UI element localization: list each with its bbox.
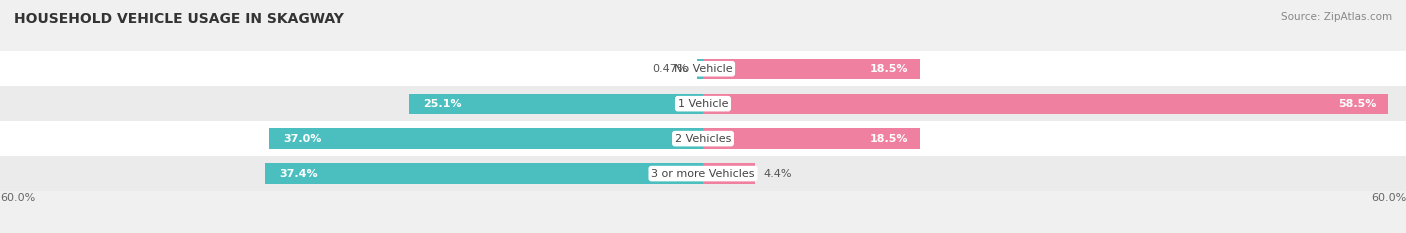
- Text: 58.5%: 58.5%: [1339, 99, 1376, 109]
- Bar: [703, 129, 920, 149]
- Text: 2 Vehicles: 2 Vehicles: [675, 134, 731, 144]
- Text: 18.5%: 18.5%: [869, 64, 908, 74]
- Text: 3 or more Vehicles: 3 or more Vehicles: [651, 169, 755, 178]
- Text: 37.0%: 37.0%: [284, 134, 322, 144]
- Bar: [409, 94, 703, 114]
- Bar: [703, 94, 1389, 114]
- Bar: [0, 86, 1406, 121]
- Text: 60.0%: 60.0%: [1371, 193, 1406, 203]
- Text: Source: ZipAtlas.com: Source: ZipAtlas.com: [1281, 12, 1392, 22]
- Bar: [703, 164, 755, 184]
- Text: 25.1%: 25.1%: [423, 99, 461, 109]
- Bar: [264, 164, 703, 184]
- Bar: [270, 129, 703, 149]
- Text: 18.5%: 18.5%: [869, 134, 908, 144]
- Bar: [697, 59, 703, 79]
- Text: No Vehicle: No Vehicle: [673, 64, 733, 74]
- Text: 60.0%: 60.0%: [0, 193, 35, 203]
- Text: 1 Vehicle: 1 Vehicle: [678, 99, 728, 109]
- Text: 4.4%: 4.4%: [763, 169, 793, 178]
- Text: 0.47%: 0.47%: [652, 64, 688, 74]
- Bar: [0, 121, 1406, 156]
- Text: 37.4%: 37.4%: [278, 169, 318, 178]
- Bar: [703, 59, 920, 79]
- Text: HOUSEHOLD VEHICLE USAGE IN SKAGWAY: HOUSEHOLD VEHICLE USAGE IN SKAGWAY: [14, 12, 344, 26]
- Bar: [0, 51, 1406, 86]
- Bar: [0, 156, 1406, 191]
